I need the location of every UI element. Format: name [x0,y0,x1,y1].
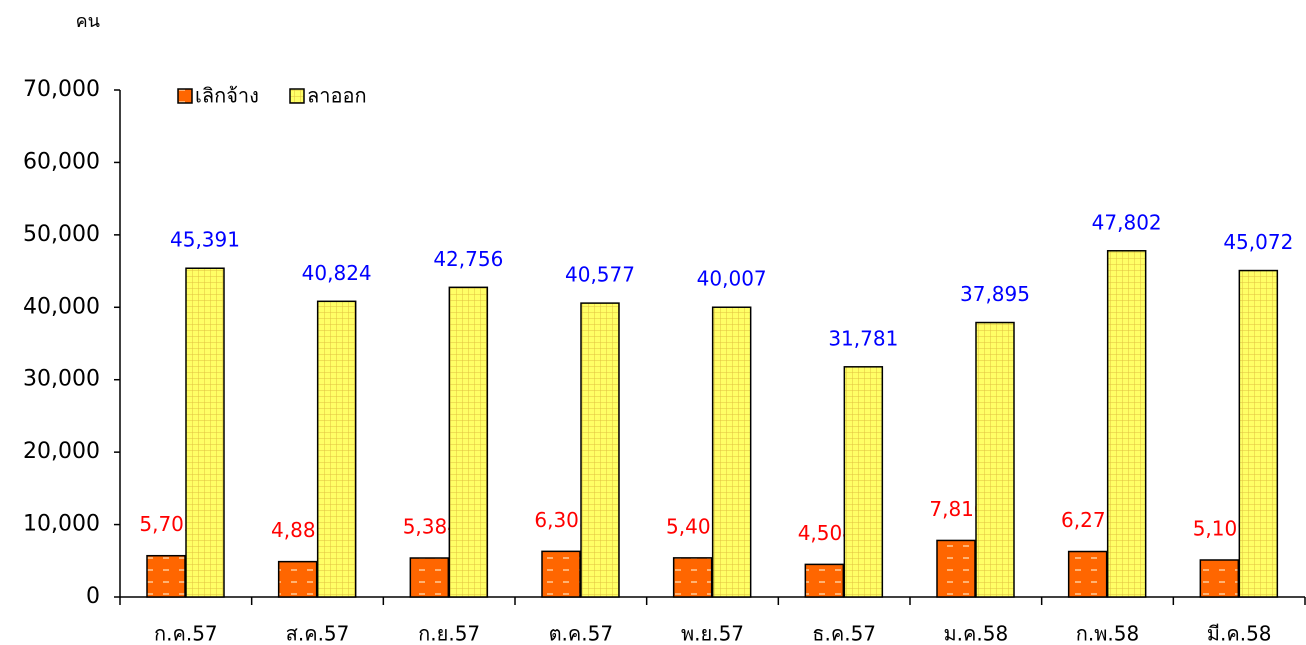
x-tick-label: มี.ค.58 [1207,622,1272,645]
x-tick-label: ส.ค.57 [286,622,350,645]
data-label: 40,007 [697,267,767,291]
bar [185,267,225,598]
y-tick-label: 50,000 [23,222,100,247]
x-tick-label: ก.ค.57 [154,622,218,645]
legend-swatch [289,88,305,104]
bar [804,563,845,598]
bar [541,550,581,598]
bar [975,321,1015,598]
data-label: 40,577 [565,263,635,287]
x-tick-label: ก.พ.58 [1076,622,1139,645]
y-tick-label: 60,000 [23,149,100,174]
legend-label: ลาออก [307,84,367,108]
data-label: 42,756 [433,247,503,271]
x-tick-label: ก.ย.57 [418,622,480,645]
y-tick-label: 10,000 [23,512,100,537]
data-label: 31,781 [828,326,898,350]
y-tick-label: 70,000 [23,77,100,102]
x-tick-label: ธ.ค.57 [812,622,876,645]
bar [1067,550,1108,598]
bar [843,366,884,598]
legend-label: เลิกจ้าง [195,84,259,108]
legend-swatch [177,88,193,104]
data-label: 47,802 [1092,210,1162,234]
bar [1199,559,1240,598]
data-label: 45,391 [170,228,240,252]
x-tick-label: ม.ค.58 [943,622,1008,645]
x-tick-label: พ.ย.57 [681,622,744,645]
data-label: 37,895 [960,282,1030,306]
x-tick-label: ต.ค.57 [549,622,614,645]
bar [1106,250,1147,598]
y-tick-label: 40,000 [23,294,100,319]
bar [672,557,713,598]
bar [580,302,620,598]
bar [316,300,357,598]
y-tick-label: 30,000 [23,367,100,392]
bar [277,560,318,598]
bar [936,539,976,598]
bar [146,554,186,598]
bar [448,286,489,598]
bar [711,306,752,598]
bar [409,557,450,598]
bar [1238,269,1279,598]
y-axis-label: คน [76,11,100,32]
data-label: 40,824 [302,261,372,285]
y-tick-label: 20,000 [23,439,100,464]
data-label: 45,072 [1223,230,1293,254]
y-tick-label: 0 [86,584,100,609]
